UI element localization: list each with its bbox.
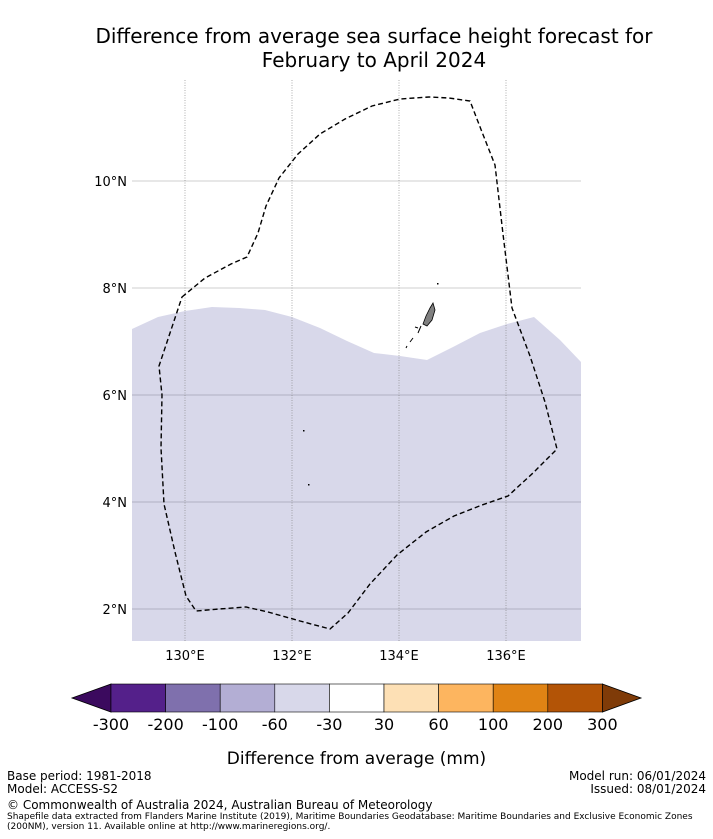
colorbar-tick-label: 60 (428, 715, 448, 734)
lon-label-132e: 132°E (272, 649, 312, 664)
kayangel-islet (437, 283, 439, 285)
tobi-islet (308, 484, 310, 486)
colorbar-tick-label: -30 (316, 715, 342, 734)
colorbar-segment (329, 683, 385, 713)
colorbar-segment (492, 683, 549, 713)
title-line-1: Difference from average sea surface heig… (95, 24, 653, 48)
colorbar-segment (547, 683, 603, 713)
copyright-text: © Commonwealth of Australia 2024, Austra… (7, 798, 433, 812)
colorbar-extend-low (70, 683, 112, 713)
lon-label-130e: 130°E (165, 649, 205, 664)
lon-label-136e: 136°E (486, 649, 526, 664)
longitude-gridlines (184, 80, 507, 641)
colorbar-segment (383, 683, 439, 713)
longitude-labels: 130°E 132°E 134°E 136°E (165, 649, 526, 664)
anomaly-fill-region (132, 307, 581, 641)
land-islands (303, 283, 439, 486)
sonsorol-islet (303, 430, 305, 432)
colorbar-tick-label: -300 (93, 715, 129, 734)
latitude-labels: 10°N 8°N 6°N 4°N 2°N (94, 175, 127, 618)
colorbar-tick-label: -100 (202, 715, 238, 734)
colorbar-segment (165, 683, 221, 713)
colorbar-extend-high (602, 683, 643, 713)
shapefile-note: Shapefile data extracted from Flanders M… (7, 812, 693, 832)
colorbar-tick-label: -200 (147, 715, 183, 734)
colorbar-tick-label: 100 (478, 715, 509, 734)
palau-main-island (422, 302, 436, 327)
chart-title: Difference from average sea surface heig… (0, 24, 713, 72)
palau-southern-islands (405, 325, 422, 349)
colorbar-segment (219, 683, 276, 713)
base-period-text: Base period: 1981-2018 (7, 769, 152, 783)
colorbar-tick-label: 200 (533, 715, 564, 734)
colorbar-tick-label: 300 (587, 715, 618, 734)
model-run-text: Model run: 06/01/2024 (568, 769, 706, 783)
colorbar-segments (70, 683, 643, 713)
lat-label-2n: 2°N (103, 603, 128, 618)
title-line-2: February to April 2024 (261, 48, 487, 72)
map-panel: 10°N 8°N 6°N 4°N 2°N 130°E 132°E 134°E 1… (94, 80, 581, 664)
colorbar-segment (110, 683, 166, 713)
lon-label-134e: 134°E (379, 649, 419, 664)
model-text: Model: ACCESS-S2 (7, 782, 119, 796)
colorbar-label: Difference from average (mm) (226, 749, 487, 769)
colorbar: -300 -200 -100 -60 -30 30 60 100 200 300 (70, 683, 643, 734)
colorbar-tick-label: -60 (262, 715, 288, 734)
lat-label-4n: 4°N (103, 496, 128, 511)
lat-label-8n: 8°N (103, 282, 128, 297)
latitude-gridlines (132, 180, 581, 289)
issued-text: Issued: 08/01/2024 (590, 782, 706, 796)
eez-boundary (158, 96, 558, 630)
lat-label-6n: 6°N (103, 389, 128, 404)
colorbar-segment (274, 683, 330, 713)
colorbar-tick-labels: -300 -200 -100 -60 -30 30 60 100 200 300 (93, 715, 618, 734)
colorbar-segment (438, 683, 494, 713)
colorbar-tick-label: 30 (374, 715, 394, 734)
lat-label-10n: 10°N (94, 175, 127, 190)
